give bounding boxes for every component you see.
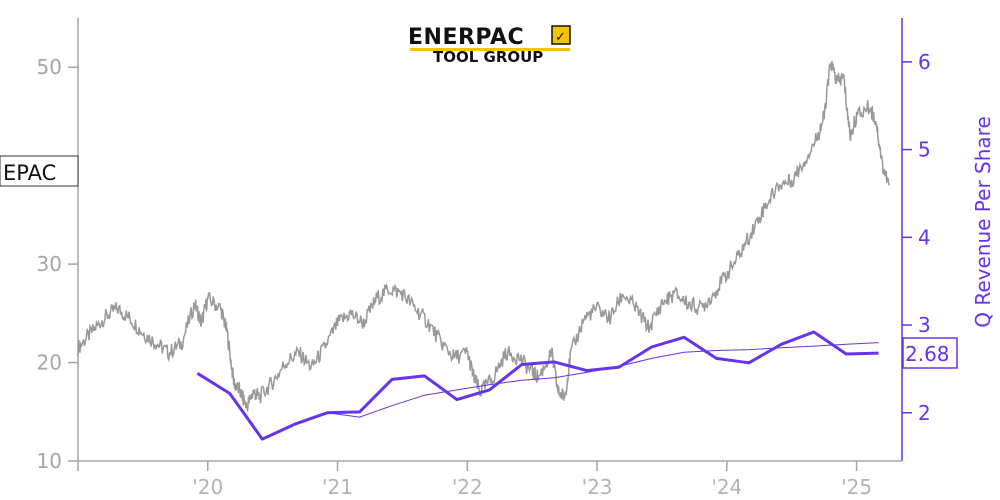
ticker-text: EPAC	[3, 161, 56, 185]
x-tick-label: '25	[841, 475, 872, 499]
logo-underline	[410, 48, 570, 51]
last-value-label: 2.68	[902, 337, 958, 369]
right-tick-label: 3	[918, 313, 931, 337]
right-tick-label: 6	[918, 50, 931, 74]
x-tick-label: '20	[192, 475, 223, 499]
x-tick-label: '21	[322, 475, 353, 499]
trend-series-line	[327, 342, 879, 418]
logo-name: ENERPAC	[408, 25, 524, 50]
left-tick-label: 30	[37, 252, 62, 276]
x-tick-label: '22	[452, 475, 483, 499]
right-axis-ticks: 2 3 4 5 6	[902, 50, 931, 425]
last-value-text: 2.68	[905, 342, 950, 366]
left-tick-label: 20	[37, 351, 62, 375]
x-tick-label: '24	[711, 475, 742, 499]
company-logo: ENERPAC ✓ TOOL GROUP	[408, 25, 571, 66]
left-tick-label: 50	[37, 55, 62, 79]
x-tick-label: '23	[582, 475, 613, 499]
left-tick-label: 10	[37, 449, 62, 473]
x-axis-ticks: '20 '21 '22 '23 '24 '25	[77, 461, 872, 499]
price-series-line	[77, 60, 890, 412]
left-axis-ticks: 10 20 30 50	[37, 55, 78, 473]
right-tick-label: 5	[918, 138, 931, 162]
logo-wrench-icon: ✓	[555, 30, 566, 45]
revenue-series-line	[196, 330, 879, 441]
right-tick-label: 2	[918, 401, 931, 425]
logo-wrench-badge	[551, 25, 571, 45]
right-tick-label: 4	[918, 225, 931, 249]
ticker-label: EPAC	[0, 155, 79, 187]
logo-subtitle: TOOL GROUP	[433, 48, 543, 66]
right-axis-title: Q Revenue Per Share	[971, 116, 995, 328]
